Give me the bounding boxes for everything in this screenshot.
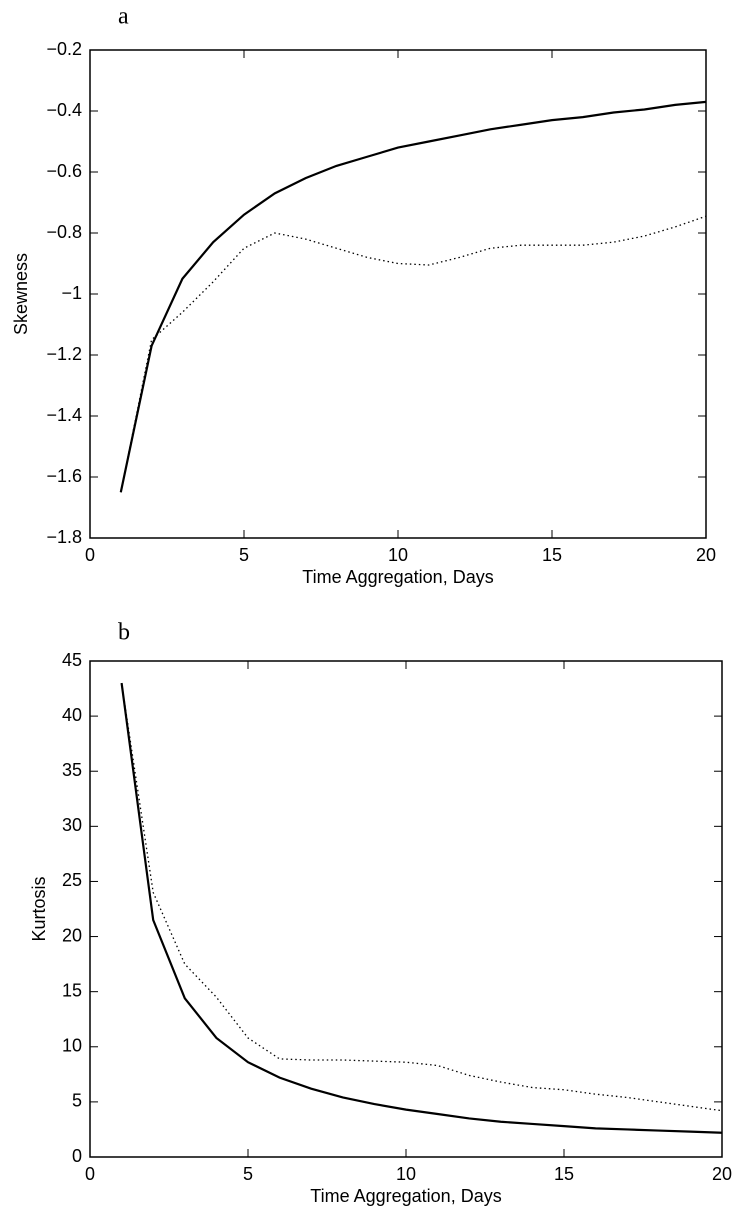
x-tick-label: 5 — [243, 1164, 253, 1184]
y-axis-label: Skewness — [11, 253, 31, 335]
y-tick-label: −1 — [61, 283, 82, 303]
y-tick-label: 45 — [62, 650, 82, 670]
y-tick-label: −1.6 — [46, 466, 82, 486]
y-tick-label: 0 — [72, 1146, 82, 1166]
y-tick-label: −0.2 — [46, 39, 82, 59]
panel-label: b — [118, 620, 130, 646]
y-tick-label: −0.6 — [46, 161, 82, 181]
y-tick-label: −0.8 — [46, 222, 82, 242]
y-tick-label: 15 — [62, 980, 82, 1000]
line-series — [120, 682, 723, 1112]
y-tick-label: 25 — [62, 870, 82, 890]
y-tick-label: 20 — [62, 925, 82, 945]
x-axis-label: Time Aggregation, Days — [310, 1186, 501, 1206]
x-tick-label: 10 — [388, 545, 408, 565]
y-tick-label: −1.4 — [46, 405, 82, 425]
x-tick-label: 10 — [396, 1164, 416, 1184]
y-tick-label: −0.4 — [46, 100, 82, 120]
y-tick-label: 35 — [62, 760, 82, 780]
line-series — [120, 682, 723, 1134]
y-tick-label: 10 — [62, 1036, 82, 1056]
x-tick-label: 20 — [712, 1164, 732, 1184]
y-tick-label: 40 — [62, 705, 82, 725]
x-tick-label: 5 — [239, 545, 249, 565]
axes-frame — [89, 49, 707, 539]
y-tick-label: 5 — [72, 1091, 82, 1111]
x-tick-label: 20 — [696, 545, 716, 565]
x-tick-label: 0 — [85, 1164, 95, 1184]
line-series — [120, 215, 707, 493]
panel-label: a — [118, 4, 129, 30]
x-tick-label: 0 — [85, 545, 95, 565]
y-tick-label: −1.2 — [46, 344, 82, 364]
x-tick-label: 15 — [554, 1164, 574, 1184]
x-axis-label: Time Aggregation, Days — [302, 567, 493, 587]
y-tick-label: 30 — [62, 815, 82, 835]
axes-frame — [89, 660, 723, 1158]
line-series — [119, 100, 707, 493]
x-tick-label: 15 — [542, 545, 562, 565]
y-tick-label: −1.8 — [46, 527, 82, 547]
y-axis-label: Kurtosis — [29, 876, 49, 941]
